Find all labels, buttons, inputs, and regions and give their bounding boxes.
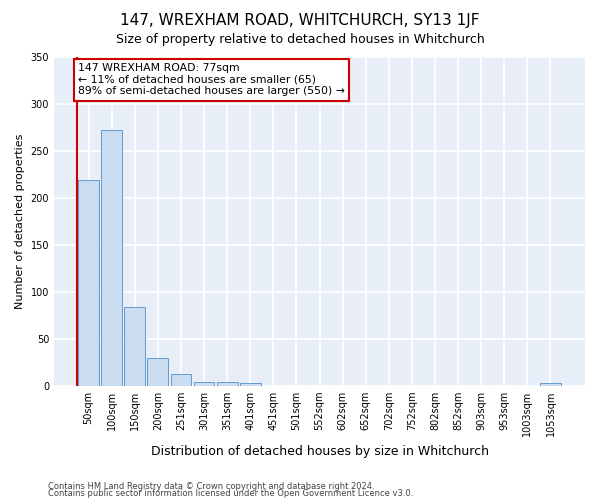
Text: Contains public sector information licensed under the Open Government Licence v3: Contains public sector information licen… xyxy=(48,489,413,498)
Text: 147, WREXHAM ROAD, WHITCHURCH, SY13 1JF: 147, WREXHAM ROAD, WHITCHURCH, SY13 1JF xyxy=(120,12,480,28)
Text: Contains HM Land Registry data © Crown copyright and database right 2024.: Contains HM Land Registry data © Crown c… xyxy=(48,482,374,491)
Bar xyxy=(148,358,168,386)
Bar xyxy=(170,374,191,386)
Y-axis label: Number of detached properties: Number of detached properties xyxy=(15,134,25,309)
Bar xyxy=(101,130,122,386)
Text: 147 WREXHAM ROAD: 77sqm
← 11% of detached houses are smaller (65)
89% of semi-de: 147 WREXHAM ROAD: 77sqm ← 11% of detache… xyxy=(78,63,345,96)
Text: Size of property relative to detached houses in Whitchurch: Size of property relative to detached ho… xyxy=(116,32,484,46)
Bar xyxy=(240,383,260,386)
Bar xyxy=(194,382,214,386)
Bar xyxy=(124,307,145,386)
Bar xyxy=(217,382,238,386)
X-axis label: Distribution of detached houses by size in Whitchurch: Distribution of detached houses by size … xyxy=(151,444,488,458)
Bar xyxy=(78,180,99,386)
Bar xyxy=(540,383,561,386)
